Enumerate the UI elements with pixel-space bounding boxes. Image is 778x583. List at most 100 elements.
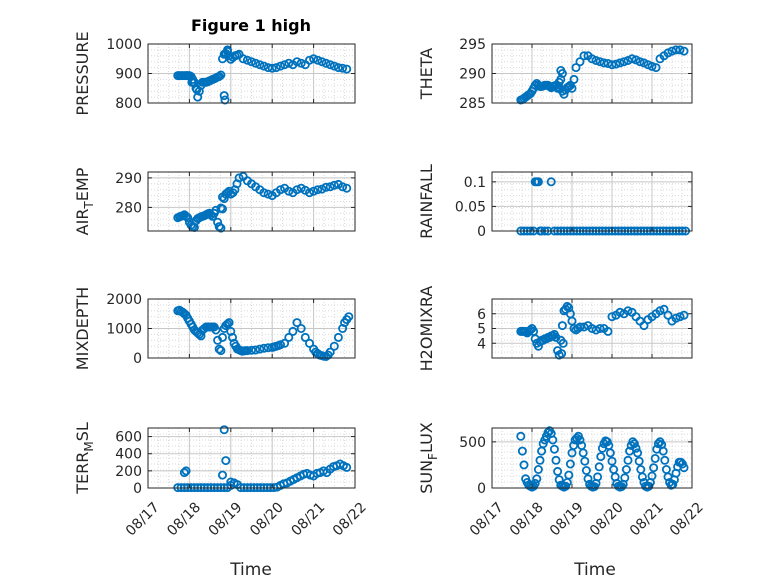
data-point xyxy=(217,332,227,342)
data-point xyxy=(565,459,575,469)
data-point xyxy=(325,347,335,357)
subplot-theta: 285 290 295 THETA xyxy=(417,37,693,112)
data-point xyxy=(650,453,660,463)
data-point xyxy=(284,186,294,196)
data-point xyxy=(216,203,226,213)
y-axis-label: RAINFALL xyxy=(417,164,436,239)
axes-box xyxy=(491,171,693,232)
axes-box xyxy=(147,171,356,232)
data-point xyxy=(333,63,343,73)
data-series xyxy=(173,45,352,105)
data-point xyxy=(594,462,604,472)
data-point xyxy=(621,464,631,474)
y-axis-label: H2OMIXRA xyxy=(417,286,436,372)
data-point xyxy=(548,435,558,445)
data-point xyxy=(284,58,294,68)
data-point xyxy=(551,455,561,465)
subplot-pressure: 800 900 1000 PRESSURE xyxy=(73,31,356,116)
data-point xyxy=(216,223,226,233)
y-tick-label: 800 xyxy=(115,96,142,112)
data-point xyxy=(317,57,327,67)
data-point xyxy=(679,310,689,320)
data-point xyxy=(564,470,574,480)
data-point xyxy=(267,63,277,73)
data-point xyxy=(607,456,617,466)
data-point xyxy=(567,83,577,93)
subplot-air-temp: 280 290 AIRTEMP xyxy=(73,167,356,235)
data-point xyxy=(659,304,669,314)
data-point xyxy=(603,326,613,336)
data-point xyxy=(183,213,193,223)
y-tick-label: 0 xyxy=(477,224,486,240)
data-point xyxy=(342,462,352,472)
data-point xyxy=(647,471,657,481)
data-point xyxy=(554,77,564,87)
data-point xyxy=(557,349,567,359)
data-point xyxy=(599,58,609,68)
data-point xyxy=(214,72,224,82)
y-tick-label: 290 xyxy=(115,171,142,187)
data-point xyxy=(634,456,644,466)
data-point xyxy=(562,301,572,311)
data-point xyxy=(535,455,545,465)
data-point xyxy=(259,61,269,71)
y-tick-label: 0 xyxy=(477,481,486,497)
data-point xyxy=(224,318,234,328)
data-point xyxy=(575,435,585,445)
data-series xyxy=(173,305,354,361)
data-point xyxy=(647,61,657,71)
y-tick-label: 285 xyxy=(459,96,486,112)
data-point xyxy=(627,54,637,64)
data-point xyxy=(292,318,302,328)
data-point xyxy=(216,70,226,80)
data-point xyxy=(516,431,526,441)
data-point xyxy=(296,323,306,333)
data-point xyxy=(214,222,224,232)
data-point xyxy=(196,331,206,341)
data-point xyxy=(329,180,339,190)
data-point xyxy=(675,45,685,55)
data-point xyxy=(227,332,237,342)
data-point xyxy=(342,183,352,193)
data-point xyxy=(309,186,319,196)
y-tick-label: 0.05 xyxy=(455,199,486,215)
data-point xyxy=(575,57,585,67)
data-point xyxy=(321,182,331,192)
data-point xyxy=(591,325,601,335)
data-point xyxy=(259,188,269,198)
subplot-mixdepth: 0 1000 2000 MIXDEPTH xyxy=(73,287,356,370)
data-point xyxy=(211,325,221,335)
data-point xyxy=(530,478,540,488)
y-tick-label: 5 xyxy=(477,322,486,338)
data-point xyxy=(533,177,543,187)
data-point xyxy=(611,59,621,69)
data-point xyxy=(517,446,527,456)
data-point xyxy=(580,456,590,466)
y-axis-label: SUNFLUX xyxy=(417,422,440,494)
data-point xyxy=(296,58,306,68)
data-point xyxy=(246,345,256,355)
data-point xyxy=(344,312,354,322)
data-point xyxy=(325,60,335,70)
data-point xyxy=(325,182,335,192)
y-tick-label: 290 xyxy=(459,67,486,83)
data-point xyxy=(216,346,226,356)
data-point xyxy=(595,323,605,333)
data-point xyxy=(338,63,348,73)
x-axis-label-right: Time xyxy=(573,560,616,580)
y-tick-label: 200 xyxy=(115,464,142,480)
data-point xyxy=(280,60,290,70)
y-tick-label: 0 xyxy=(133,481,142,497)
data-point xyxy=(321,58,331,68)
data-point xyxy=(533,464,543,474)
data-point xyxy=(192,85,202,95)
axes-box xyxy=(491,427,693,489)
data-point xyxy=(304,338,314,348)
data-point xyxy=(234,173,244,183)
y-tick-label: 400 xyxy=(115,447,142,463)
data-point xyxy=(639,321,649,331)
data-point xyxy=(658,446,668,456)
subplot-h2omixra: 456 H2OMIXRA xyxy=(417,286,693,372)
data-point xyxy=(292,185,302,195)
